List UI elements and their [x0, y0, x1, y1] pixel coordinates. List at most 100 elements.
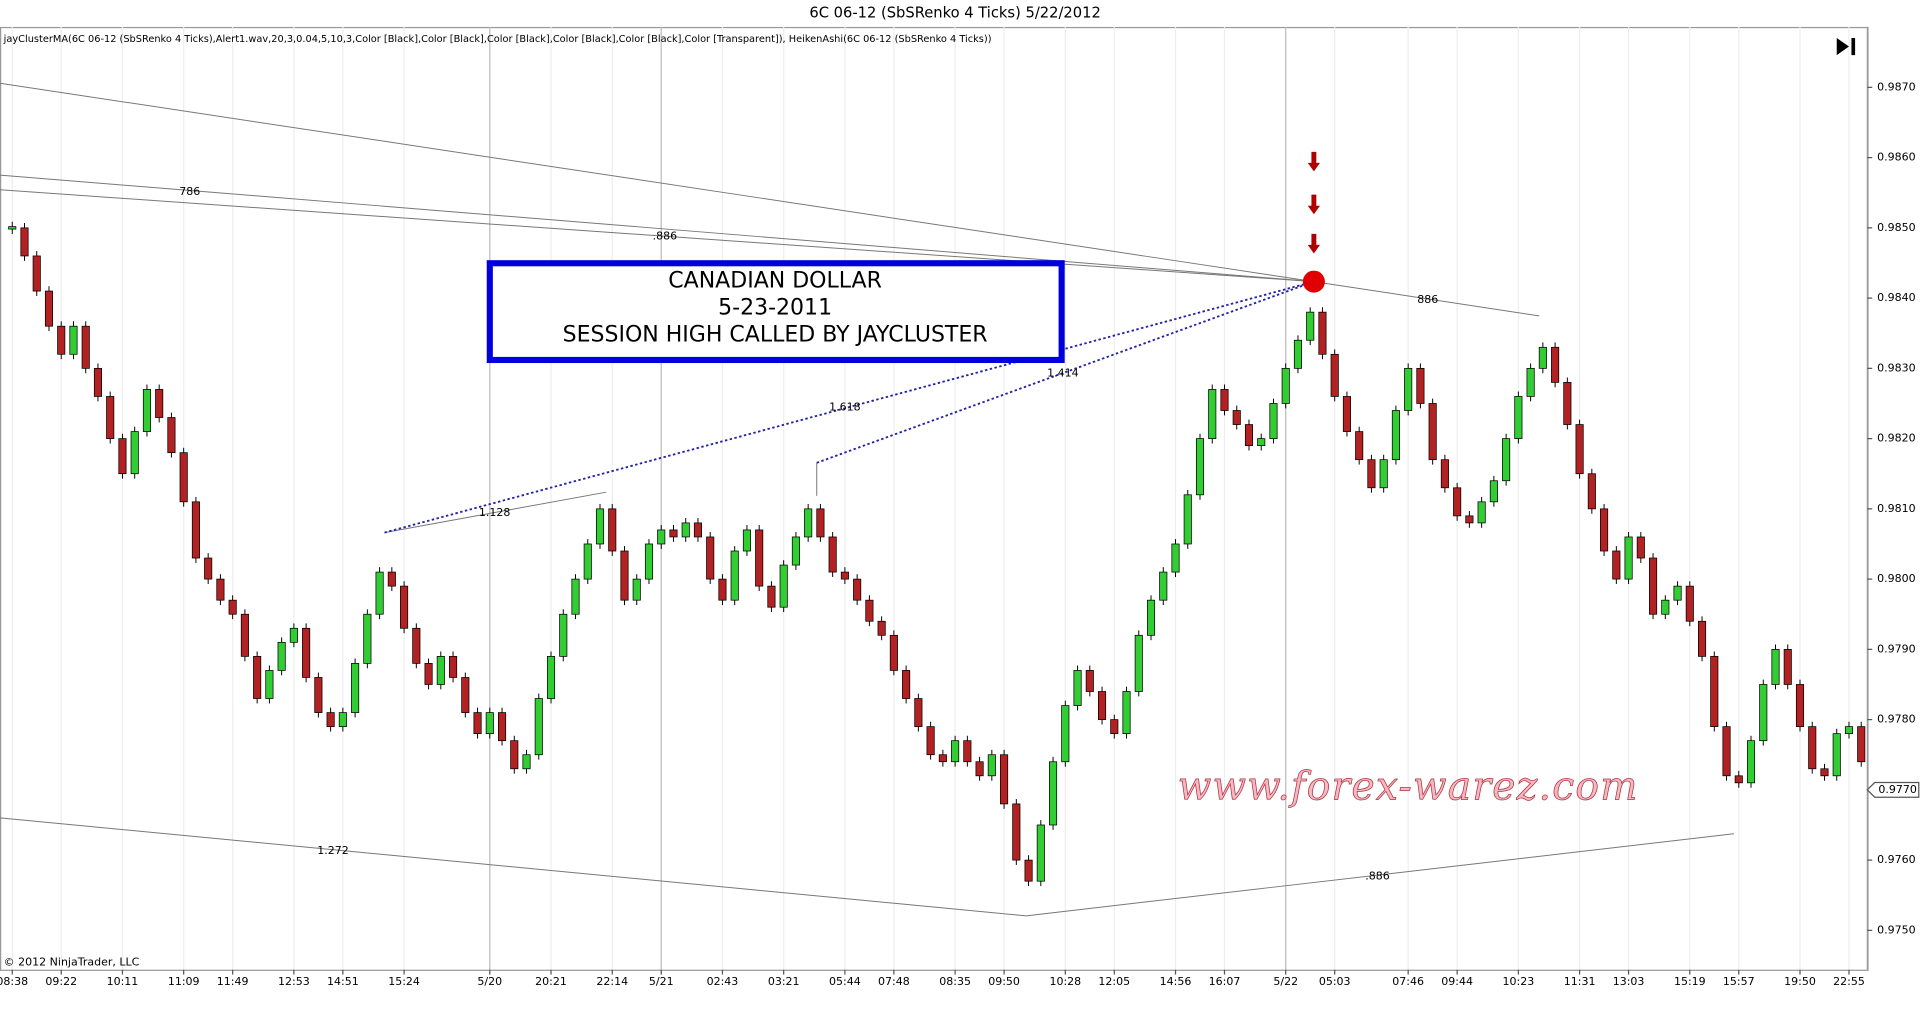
candle-body	[363, 613, 372, 664]
fib-line	[0, 174, 1314, 283]
candle-body	[767, 585, 776, 608]
y-tick-label: 0.9870	[1877, 80, 1916, 93]
fib-line	[0, 82, 1314, 283]
x-tick-label: 07:46	[1392, 975, 1424, 988]
fib-line	[1026, 833, 1734, 917]
candle-body	[216, 578, 225, 601]
candle-body	[1122, 691, 1131, 735]
x-tick-label: 05:03	[1319, 975, 1351, 988]
candle-body	[1685, 585, 1694, 622]
candle-body	[1098, 691, 1107, 720]
candle-body	[351, 663, 360, 713]
candle-body	[1600, 508, 1609, 552]
candle-body	[559, 613, 568, 657]
fib-line	[0, 817, 1027, 917]
x-tick-label: 09:44	[1441, 975, 1473, 988]
candle-body	[608, 508, 617, 552]
arrow	[1307, 233, 1320, 254]
candle-body	[1526, 367, 1535, 397]
candle-body	[179, 452, 188, 503]
candle-body	[1612, 550, 1621, 580]
last-price-marker	[1866, 781, 1920, 798]
candle-body	[1710, 656, 1719, 727]
candle-body	[620, 550, 629, 601]
candle-body	[1832, 733, 1841, 777]
x-tick-label: 08:35	[939, 975, 971, 988]
fib-label: .886	[653, 229, 678, 242]
candle-body	[204, 557, 213, 580]
x-tick-label: 05:44	[829, 975, 861, 988]
x-tick-label: 10:23	[1503, 975, 1535, 988]
candle-body	[669, 529, 678, 538]
candle-body	[1649, 557, 1658, 615]
x-tick-label: 15:57	[1723, 975, 1755, 988]
fib-label: .886	[1365, 870, 1390, 883]
candle-body	[963, 740, 972, 763]
y-tick-label: 0.9790	[1877, 642, 1916, 655]
candle-body	[1367, 459, 1376, 489]
candle-body	[93, 367, 103, 397]
candle-body	[583, 543, 592, 580]
x-tick-label: 11:49	[217, 975, 249, 988]
x-tick-label: 5/22	[1273, 975, 1298, 988]
candle-body	[571, 578, 580, 615]
dotted-line	[384, 280, 1315, 534]
y-tick-label: 0.9840	[1877, 291, 1916, 304]
candle-body	[338, 712, 347, 727]
candle-body	[1514, 396, 1523, 439]
fib-label: 1.128	[479, 506, 511, 519]
candle-body	[1428, 403, 1437, 461]
candle-body	[840, 571, 849, 580]
candle-body	[865, 599, 874, 622]
x-tick-label: 15:24	[388, 975, 420, 988]
candle-body	[375, 571, 384, 615]
x-tick-label: 15:19	[1674, 975, 1706, 988]
fib-label: 1.414	[1047, 366, 1079, 379]
candle-body	[1551, 346, 1560, 383]
candle-body	[632, 578, 641, 601]
y-tick-label: 0.9830	[1877, 361, 1916, 374]
dotted-line	[816, 280, 1315, 464]
candle-body	[1489, 480, 1498, 503]
indicator-text: jayClusterMA(6C 06-12 (SbSRenko 4 Ticks)…	[3, 34, 992, 45]
candle-body	[804, 508, 813, 538]
x-tick-label: 08:38	[0, 975, 28, 988]
x-tick-label: 07:48	[878, 975, 910, 988]
candle-body	[1771, 648, 1780, 685]
candle-body	[1073, 670, 1082, 706]
candle-body	[791, 536, 800, 566]
candle-body	[106, 396, 115, 439]
candle-body	[1257, 438, 1266, 446]
candle-body	[1465, 515, 1474, 524]
candle-body	[951, 740, 960, 763]
candle-body	[302, 627, 311, 678]
candle-body	[1281, 367, 1290, 404]
candle-body	[546, 656, 556, 699]
copyright: © 2012 NinjaTrader, LLC	[4, 955, 140, 968]
candle-body	[1538, 346, 1547, 369]
candle-body	[1722, 726, 1731, 777]
candle-body	[1049, 761, 1058, 826]
candle-body	[1208, 389, 1217, 439]
candle-body	[1342, 396, 1351, 432]
x-tick-label: 10:11	[107, 975, 139, 988]
fib-label: 1.618	[829, 401, 861, 414]
signal-arrows	[1307, 151, 1320, 254]
chart-title: 6C 06-12 (SbSRenko 4 Ticks) 5/22/2012	[809, 4, 1100, 21]
candle-body	[1673, 585, 1682, 601]
y-tick-label: 0.9820	[1877, 432, 1916, 445]
candle-body	[44, 290, 54, 327]
candle-body	[277, 641, 286, 671]
candle-body	[681, 522, 690, 538]
y-tick-label: 0.9760	[1877, 853, 1916, 866]
candle-body	[1563, 382, 1572, 425]
candle-body	[1061, 705, 1070, 763]
arrow	[1307, 151, 1320, 172]
candle-body	[902, 670, 911, 699]
signal-dot	[1302, 270, 1325, 293]
candle-body	[1293, 339, 1302, 369]
scroll-end-button[interactable]	[1836, 37, 1856, 56]
candle-body	[1734, 775, 1743, 784]
